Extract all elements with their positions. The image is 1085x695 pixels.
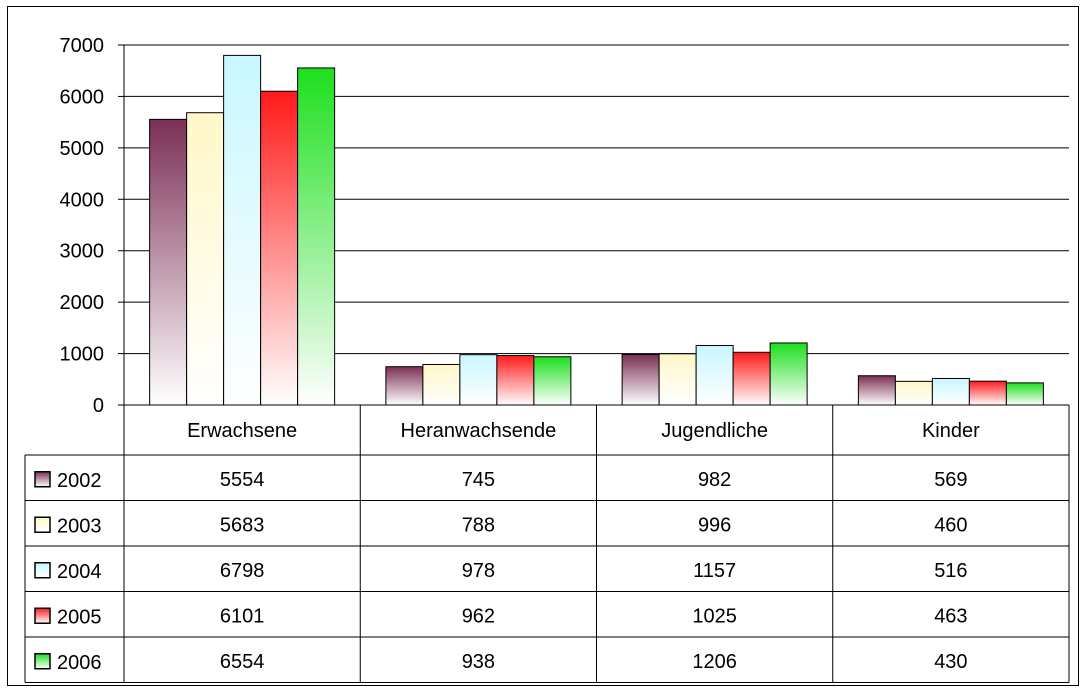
bar-2003-erwachsene xyxy=(186,112,225,406)
data-cell: 5554 xyxy=(220,469,265,491)
bar-2002-kinder xyxy=(857,375,896,406)
data-cell: 978 xyxy=(462,560,495,582)
data-cell: 1206 xyxy=(692,651,737,673)
data-cell: 1025 xyxy=(692,605,737,627)
data-cell: 996 xyxy=(698,514,731,536)
y-tick-label: 1000 xyxy=(60,344,105,366)
y-tick-label: 2000 xyxy=(60,292,105,314)
bar-2005-heranwachsende xyxy=(496,355,535,406)
y-tick-label: 7000 xyxy=(60,35,105,57)
data-cell: 1157 xyxy=(693,560,736,582)
legend-key-2005 xyxy=(34,607,51,624)
category-label: Jugendliche xyxy=(661,420,768,442)
bar-2005-kinder xyxy=(968,380,1007,406)
y-axis-tick-labels: 0 1000 2000 3000 4000 5000 6000 7000 xyxy=(60,35,105,417)
series-label: 2003 xyxy=(57,515,102,537)
data-cell: 6798 xyxy=(220,560,265,582)
bar-2005-erwachsene xyxy=(260,90,299,406)
y-tick-label: 4000 xyxy=(60,189,105,211)
data-cell: 6554 xyxy=(220,651,265,673)
bar-2006-kinder xyxy=(1005,382,1044,406)
category-label: Kinder xyxy=(922,420,980,442)
legend-key-2003 xyxy=(34,516,51,533)
bar-2006-heranwachsende xyxy=(533,356,572,406)
bar-2003-kinder xyxy=(894,380,933,406)
series-label: 2005 xyxy=(57,606,102,628)
y-tick-label: 6000 xyxy=(60,86,105,108)
bar-2002-erwachsene xyxy=(149,118,188,406)
series-label: 2006 xyxy=(57,652,102,674)
data-cell: 982 xyxy=(698,469,731,491)
y-tick-label: 3000 xyxy=(60,241,105,263)
data-cell: 6101 xyxy=(220,605,265,627)
bar-2004-kinder xyxy=(931,377,970,406)
bar-2004-heranwachsende xyxy=(459,354,498,406)
legend-key-2004 xyxy=(34,562,51,579)
data-cell: 460 xyxy=(934,514,967,536)
y-tick-label: 0 xyxy=(93,395,104,417)
data-cell: 5683 xyxy=(220,514,265,536)
bar-2005-jugendliche xyxy=(732,351,771,406)
data-cell: 745 xyxy=(462,469,495,491)
data-cell: 962 xyxy=(462,605,495,627)
data-cell: 516 xyxy=(934,560,967,582)
data-cell: 938 xyxy=(462,651,495,673)
bar-2006-jugendliche xyxy=(769,342,808,406)
data-table: Erwachsene Heranwachsende Jugendliche Kinde… xyxy=(24,404,1070,683)
category-label: Erwachsene xyxy=(187,420,297,442)
data-cell: 788 xyxy=(462,514,495,536)
data-cell: 430 xyxy=(934,651,967,673)
series-label: 2002 xyxy=(57,470,102,492)
bar-2003-heranwachsende xyxy=(422,363,461,406)
bar-2004-jugendliche xyxy=(695,344,734,406)
bar-2004-erwachsene xyxy=(223,54,262,406)
bar-layer xyxy=(149,54,1044,406)
legend-key-2002 xyxy=(34,471,51,488)
bar-2003-jugendliche xyxy=(658,353,697,406)
bar-2002-jugendliche xyxy=(621,353,660,406)
legend-key-2006 xyxy=(34,653,51,670)
series-label: 2004 xyxy=(57,561,102,583)
y-tick-label: 5000 xyxy=(60,138,105,160)
category-label: Heranwachsende xyxy=(401,420,557,442)
data-cell: 463 xyxy=(934,605,967,627)
bar-2006-erwachsene xyxy=(297,67,336,406)
bar-2002-heranwachsende xyxy=(385,366,424,406)
data-cell: 569 xyxy=(934,469,967,491)
